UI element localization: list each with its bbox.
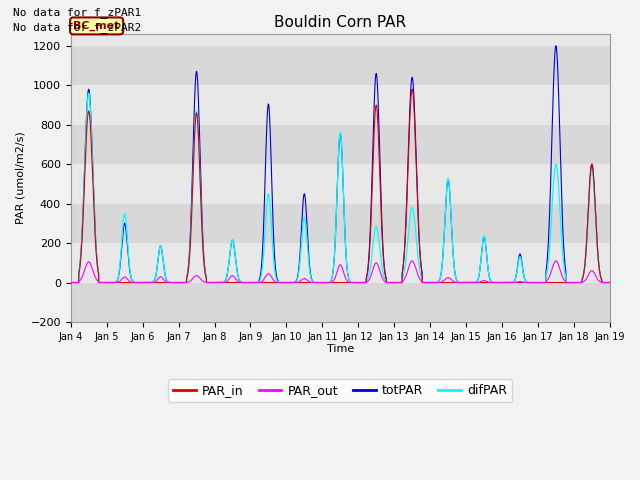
PAR_in [320, 280, 328, 286]
PAR_out [605, 280, 613, 286]
totPAR [492, 280, 499, 286]
Bar [71, 204, 610, 243]
difPAR [606, 280, 614, 286]
Bar [71, 125, 610, 164]
totPAR [67, 280, 75, 286]
PAR_in [606, 280, 614, 286]
Bar [71, 283, 610, 322]
PAR_in [431, 280, 439, 286]
X-axis label: Time: Time [326, 345, 354, 354]
difPAR [492, 280, 499, 286]
PAR_out [408, 258, 416, 264]
Bar [71, 164, 610, 204]
difPAR [67, 280, 75, 286]
PAR_out [461, 280, 469, 286]
totPAR [605, 280, 613, 286]
totPAR [606, 280, 614, 286]
totPAR [320, 280, 328, 286]
PAR_in [164, 280, 172, 286]
PAR_out [164, 279, 172, 285]
PAR_in [67, 280, 75, 286]
totPAR [164, 279, 172, 285]
Bar [71, 243, 610, 283]
Line: PAR_out: PAR_out [71, 261, 610, 283]
difPAR [320, 280, 328, 286]
PAR_out [320, 280, 328, 286]
PAR_out [431, 280, 439, 286]
PAR_in [461, 280, 469, 286]
Text: BC_met: BC_met [74, 21, 120, 31]
totPAR [431, 280, 439, 286]
difPAR [461, 280, 469, 286]
PAR_out [67, 280, 75, 286]
Bar [71, 85, 610, 125]
PAR_in [408, 86, 416, 92]
PAR_in [605, 280, 613, 286]
Line: PAR_in: PAR_in [71, 89, 610, 283]
totPAR [552, 43, 560, 48]
difPAR [605, 280, 613, 286]
Text: No data for f_zPAR2: No data for f_zPAR2 [13, 22, 141, 33]
PAR_in [492, 280, 499, 286]
difPAR [84, 90, 92, 96]
Title: Bouldin Corn PAR: Bouldin Corn PAR [274, 15, 406, 30]
Y-axis label: PAR (umol/m2/s): PAR (umol/m2/s) [15, 132, 25, 224]
Line: difPAR: difPAR [71, 93, 610, 283]
Text: No data for f_zPAR1: No data for f_zPAR1 [13, 7, 141, 18]
Bar [71, 46, 610, 85]
Legend: PAR_in, PAR_out, totPAR, difPAR: PAR_in, PAR_out, totPAR, difPAR [168, 379, 512, 402]
difPAR [164, 279, 172, 285]
Line: totPAR: totPAR [71, 46, 610, 283]
PAR_out [606, 280, 614, 286]
totPAR [461, 280, 468, 286]
difPAR [431, 280, 439, 286]
PAR_out [492, 280, 499, 286]
